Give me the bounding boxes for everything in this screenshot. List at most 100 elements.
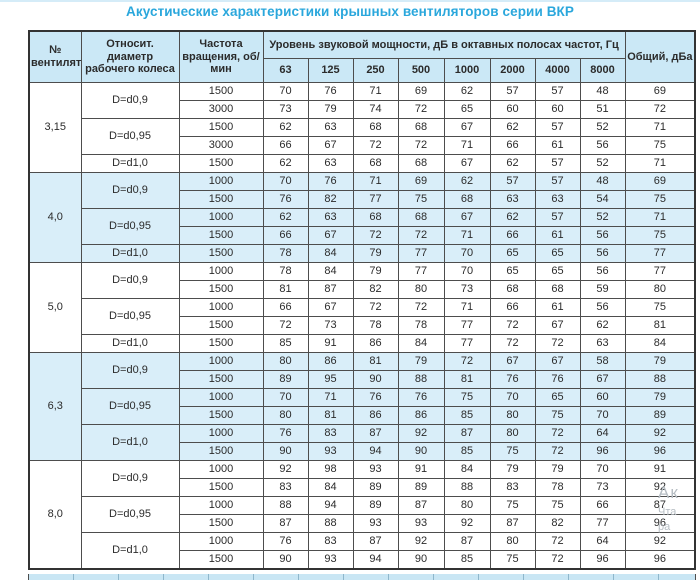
level-cell: 48 bbox=[579, 172, 626, 191]
level-cell: 81 bbox=[262, 280, 309, 299]
level-cell: 65 bbox=[534, 262, 581, 281]
level-cell: 77 bbox=[352, 190, 399, 209]
header-rotation-frequency: Частота вращения, об/мин bbox=[178, 30, 264, 83]
level-cell: 63 bbox=[534, 190, 581, 209]
level-cell: 93 bbox=[307, 442, 354, 461]
level-cell: 58 bbox=[579, 352, 626, 371]
level-cell: 73 bbox=[443, 280, 491, 299]
data-row: D=d1,0 1500 78 84 79 77 70 65 65 56 77 bbox=[29, 244, 696, 263]
level-cell: 72 bbox=[534, 424, 581, 443]
level-cell: 60 bbox=[579, 388, 626, 407]
level-cell: 84 bbox=[443, 460, 491, 479]
octave-header-1000: 1000 bbox=[443, 58, 491, 83]
data-row: 4,0 D=d0,9 1000 70 76 71 69 62 57 57 48 69 bbox=[28, 172, 696, 263]
level-cell: 65 bbox=[443, 100, 491, 119]
level-cell: 68 bbox=[443, 190, 491, 209]
rpm-cell: 1500 bbox=[178, 514, 264, 533]
level-cell: 85 bbox=[443, 550, 491, 569]
level-cell: 75 bbox=[443, 388, 491, 407]
level-cell: 57 bbox=[534, 82, 581, 101]
data-row: D=d0,95 1000 70 71 76 76 75 70 65 60 79 bbox=[29, 388, 696, 425]
rpm-cell: 1500 bbox=[178, 442, 264, 461]
level-cell: 66 bbox=[489, 136, 536, 155]
level-cell: 59 bbox=[579, 280, 626, 299]
page-title: Акустические характеристики крышных вент… bbox=[125, 4, 574, 19]
header-row-1: № вентилятора Относит. диаметр рабочего … bbox=[28, 30, 696, 83]
total-cell: 88 bbox=[624, 370, 696, 389]
level-cell: 76 bbox=[397, 388, 445, 407]
total-cell: 81 bbox=[624, 316, 696, 335]
rpm-cell: 1500 bbox=[178, 154, 264, 173]
level-cell: 62 bbox=[489, 208, 536, 227]
level-cell: 94 bbox=[352, 442, 399, 461]
level-cell: 56 bbox=[579, 262, 626, 281]
level-cell: 91 bbox=[397, 460, 445, 479]
level-cell: 57 bbox=[534, 208, 581, 227]
octave-header-8000: 8000 bbox=[579, 58, 626, 83]
level-cell: 76 bbox=[489, 370, 536, 389]
level-cell: 67 bbox=[307, 226, 354, 245]
level-cell: 82 bbox=[352, 280, 399, 299]
level-cell: 94 bbox=[307, 496, 354, 515]
total-cell: 96 bbox=[624, 442, 696, 461]
level-cell: 87 bbox=[397, 496, 445, 515]
rpm-cell: 1000 bbox=[178, 496, 264, 515]
rpm-cell: 1500 bbox=[178, 82, 264, 101]
level-cell: 80 bbox=[262, 352, 309, 371]
level-cell: 86 bbox=[307, 352, 354, 371]
diameter-cell: D=d0,95 bbox=[80, 388, 180, 425]
level-cell: 67 bbox=[307, 136, 354, 155]
data-row: 3,15 D=d0,9 1500 70 76 71 69 62 57 57 48 69 bbox=[28, 82, 696, 173]
rpm-cell: 1500 bbox=[178, 226, 264, 245]
data-row: D=d1,0 1500 62 63 68 68 67 62 57 52 71 bbox=[29, 154, 696, 173]
level-cell: 70 bbox=[443, 262, 491, 281]
octave-header-500: 500 bbox=[397, 58, 445, 83]
level-cell: 85 bbox=[443, 442, 491, 461]
level-cell: 78 bbox=[397, 316, 445, 335]
level-cell: 62 bbox=[262, 118, 309, 137]
level-cell: 67 bbox=[489, 352, 536, 371]
level-cell: 73 bbox=[262, 100, 309, 119]
level-cell: 83 bbox=[262, 478, 309, 497]
level-cell: 71 bbox=[352, 172, 399, 191]
rpm-cell: 1000 bbox=[178, 208, 264, 227]
level-cell: 80 bbox=[262, 406, 309, 425]
level-cell: 68 bbox=[397, 118, 445, 137]
level-cell: 98 bbox=[307, 460, 354, 479]
level-cell: 91 bbox=[307, 334, 354, 353]
data-row: 1500 66 67 72 72 71 66 61 56 75 bbox=[29, 226, 696, 245]
level-cell: 84 bbox=[307, 478, 354, 497]
level-cell: 75 bbox=[489, 442, 536, 461]
level-cell: 61 bbox=[534, 136, 581, 155]
level-cell: 74 bbox=[352, 100, 399, 119]
level-cell: 73 bbox=[579, 478, 626, 497]
level-cell: 72 bbox=[397, 136, 445, 155]
level-cell: 65 bbox=[534, 244, 581, 263]
level-cell: 70 bbox=[443, 244, 491, 263]
level-cell: 75 bbox=[397, 190, 445, 209]
level-cell: 79 bbox=[489, 460, 536, 479]
level-cell: 72 bbox=[534, 334, 581, 353]
diameter-cell: D=d1,0 bbox=[80, 424, 180, 461]
rpm-cell: 1500 bbox=[178, 316, 264, 335]
level-cell: 61 bbox=[534, 298, 581, 317]
level-cell: 81 bbox=[443, 370, 491, 389]
level-cell: 67 bbox=[443, 154, 491, 173]
fan-number-cell: 5,0 bbox=[28, 262, 82, 353]
diameter-cell: D=d0,95 bbox=[80, 208, 180, 245]
fan-number-cell: 8,0 bbox=[28, 460, 82, 569]
rpm-cell: 1500 bbox=[178, 370, 264, 389]
level-cell: 93 bbox=[352, 514, 399, 533]
diameter-cell: D=d1,0 bbox=[80, 334, 180, 353]
level-cell: 65 bbox=[489, 262, 536, 281]
level-cell: 78 bbox=[352, 316, 399, 335]
header-total-dba: Общий, дБа bbox=[624, 30, 696, 83]
level-cell: 76 bbox=[352, 388, 399, 407]
level-cell: 71 bbox=[307, 388, 354, 407]
level-cell: 84 bbox=[307, 244, 354, 263]
data-row: D=d1,0 1000 76 83 87 92 87 80 72 64 92 bbox=[29, 532, 696, 569]
octave-header-125: 125 bbox=[307, 58, 354, 83]
level-cell: 83 bbox=[307, 532, 354, 551]
level-cell: 72 bbox=[443, 352, 491, 371]
